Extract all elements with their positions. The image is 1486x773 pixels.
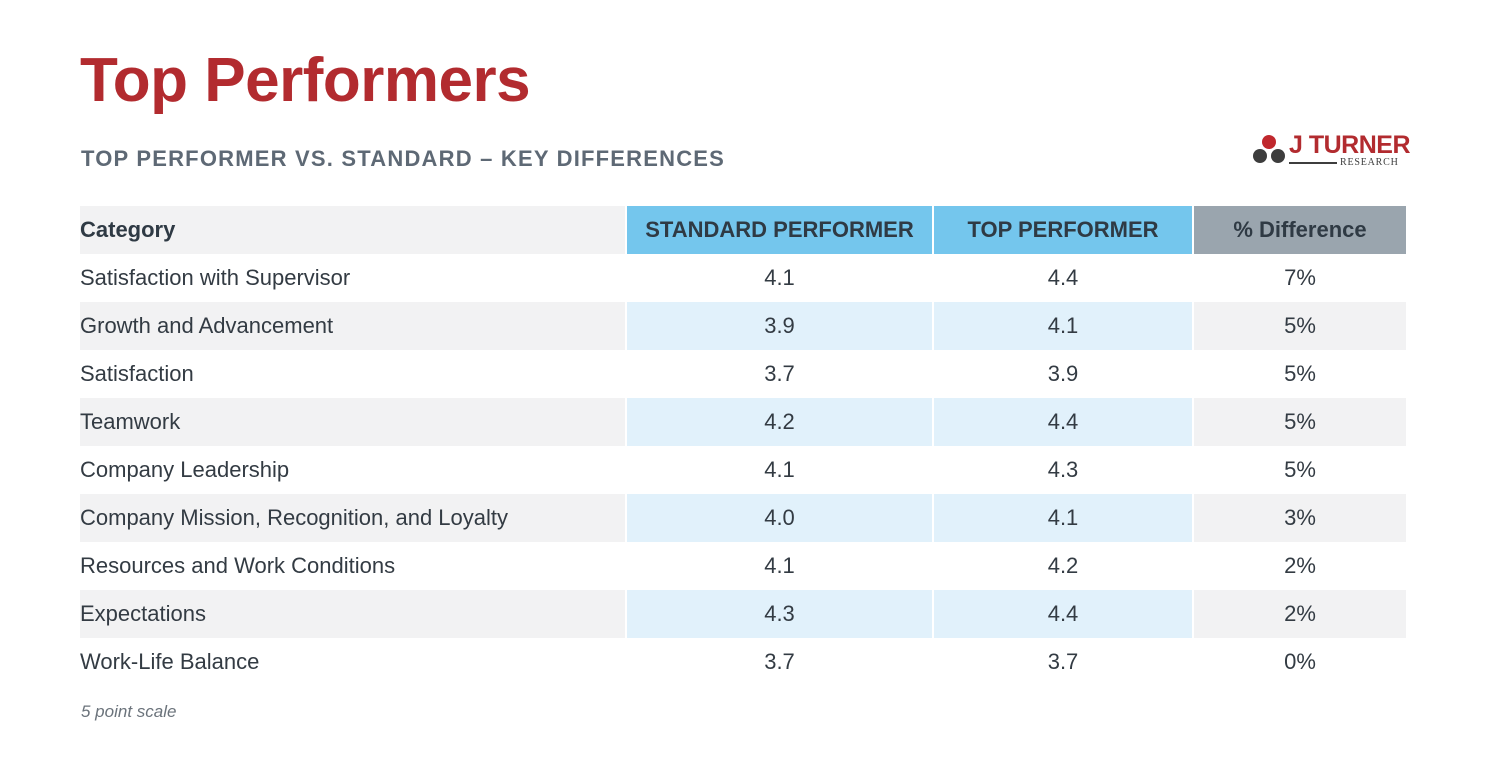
row-difference: 2% [1193, 590, 1406, 638]
row-top-value: 4.4 [933, 398, 1194, 446]
logo-divider [1289, 162, 1337, 164]
logo-dots-icon [1253, 135, 1285, 163]
row-top-value: 4.2 [933, 542, 1194, 590]
row-standard-value: 3.7 [625, 350, 934, 398]
logo-subtext: RESEARCH [1340, 157, 1399, 168]
row-top-value: 3.7 [933, 638, 1194, 686]
row-difference: 2% [1284, 553, 1316, 578]
row-standard-value: 3.7 [625, 638, 934, 686]
company-logo: J TURNER RESEARCH [1252, 133, 1412, 173]
comparison-table: Category STANDARD PERFORMER TOP PERFORME… [80, 206, 1406, 686]
row-difference: 7% [1284, 265, 1316, 290]
row-standard-value: 4.1 [625, 542, 934, 590]
row-category: Company Leadership [80, 457, 290, 482]
row-difference: 0% [1284, 649, 1316, 674]
row-category: Growth and Advancement [80, 302, 626, 350]
row-standard-value: 3.9 [625, 302, 934, 350]
row-category: Satisfaction [80, 361, 194, 386]
row-top-value: 4.3 [933, 446, 1194, 494]
row-category: Resources and Work Conditions [80, 553, 396, 578]
column-header-top: TOP PERFORMER [933, 206, 1194, 254]
row-top-value: 4.1 [933, 494, 1194, 542]
row-difference: 5% [1284, 457, 1316, 482]
row-top-value: 3.9 [933, 350, 1194, 398]
table-row: Satisfaction 3.7 3.9 5% [80, 350, 1406, 398]
row-category: Work-Life Balance [80, 649, 260, 674]
row-difference: 5% [1284, 361, 1316, 386]
table-row: Company Mission, Recognition, and Loyalt… [80, 494, 1406, 542]
row-difference: 3% [1193, 494, 1406, 542]
row-standard-value: 4.1 [625, 254, 934, 302]
table-row: Company Leadership 4.1 4.3 5% [80, 446, 1406, 494]
page-title: Top Performers [80, 46, 531, 115]
row-top-value: 4.4 [933, 590, 1194, 638]
row-standard-value: 4.1 [625, 446, 934, 494]
table-row: Satisfaction with Supervisor 4.1 4.4 7% [80, 254, 1406, 302]
table-row: Work-Life Balance 3.7 3.7 0% [80, 638, 1406, 686]
page-subtitle: TOP PERFORMER VS. STANDARD – KEY DIFFERE… [81, 146, 726, 171]
table-row: Growth and Advancement 3.9 4.1 5% [80, 302, 1406, 350]
logo-wordmark: J TURNER [1289, 131, 1411, 159]
row-category: Company Mission, Recognition, and Loyalt… [80, 494, 626, 542]
table-header-row: Category STANDARD PERFORMER TOP PERFORME… [80, 206, 1406, 254]
row-category: Teamwork [80, 398, 626, 446]
row-category: Satisfaction with Supervisor [80, 265, 351, 290]
row-top-value: 4.1 [933, 302, 1194, 350]
row-standard-value: 4.2 [625, 398, 934, 446]
table-row: Teamwork 4.2 4.4 5% [80, 398, 1406, 446]
column-header-difference: % Difference [1193, 206, 1406, 254]
row-standard-value: 4.0 [625, 494, 934, 542]
column-header-category: Category [80, 206, 626, 254]
column-header-standard: STANDARD PERFORMER [625, 206, 934, 254]
table-row: Expectations 4.3 4.4 2% [80, 590, 1406, 638]
row-category: Expectations [80, 590, 626, 638]
row-difference: 5% [1193, 398, 1406, 446]
row-top-value: 4.4 [933, 254, 1194, 302]
table-row: Resources and Work Conditions 4.1 4.2 2% [80, 542, 1406, 590]
row-difference: 5% [1193, 302, 1406, 350]
scale-footnote: 5 point scale [81, 702, 177, 721]
row-standard-value: 4.3 [625, 590, 934, 638]
